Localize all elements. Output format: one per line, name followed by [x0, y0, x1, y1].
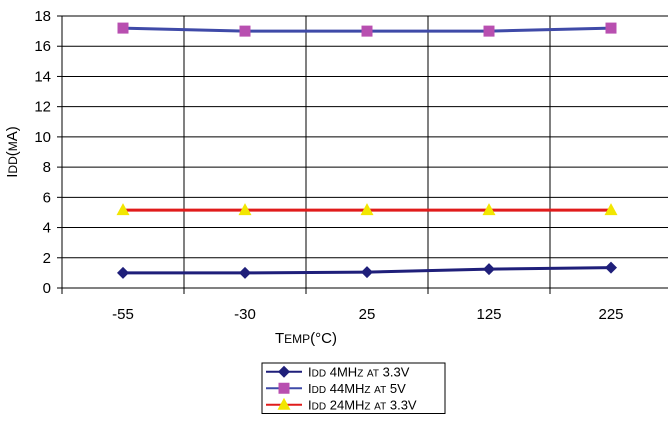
x-tick-label: 25 [359, 306, 376, 323]
y-tick-label: 6 [43, 189, 51, 206]
series-1 [117, 261, 617, 279]
data-point [117, 22, 129, 34]
y-tick-label: 8 [43, 159, 51, 176]
x-tick-label: -30 [234, 306, 256, 323]
data-point [361, 266, 373, 279]
x-axis-title: TEMP(°C) [275, 330, 337, 347]
data-point [605, 22, 617, 34]
legend-entry: IDD 4MHZ AT 3.3V [266, 364, 410, 379]
legend-label: IDD 4MHZ AT 3.3V [308, 364, 410, 379]
legend-label: IDD 24MHZ AT 3.3V [308, 397, 417, 412]
legend-swatch-marker [278, 382, 290, 394]
series-3 [116, 203, 618, 216]
series-2 [117, 22, 617, 37]
x-tick-label: 225 [598, 306, 623, 323]
data-point [483, 263, 495, 276]
data-point [483, 25, 495, 37]
y-tick-label: 12 [34, 99, 51, 116]
y-tick-label: 10 [34, 129, 51, 146]
data-point [361, 25, 373, 37]
data-point [117, 266, 129, 279]
data-point [605, 261, 617, 274]
y-tick-label: 4 [43, 220, 51, 237]
y-tick-labels: 0 2 4 6 8 10 12 14 16 18 [34, 8, 51, 297]
x-tick-labels: -55 -30 25 125 225 [112, 306, 623, 323]
gridlines [61, 15, 668, 294]
x-tick-label: 125 [476, 306, 501, 323]
data-point [604, 203, 618, 216]
y-tick-label: 18 [34, 8, 51, 25]
y-tick-label: 14 [34, 68, 51, 85]
legend-swatch-marker [277, 397, 291, 410]
data-point [239, 25, 251, 37]
data-point [116, 203, 130, 216]
legend-entry: IDD 44MHZ AT 5V [266, 381, 406, 396]
y-tick-label: 0 [43, 280, 51, 297]
legend-entry: IDD 24MHZ AT 3.3V [266, 397, 417, 412]
data-point [482, 203, 496, 216]
data-point [239, 266, 251, 279]
x-tick-label: -55 [112, 306, 134, 323]
y-tick-label: 16 [34, 38, 51, 55]
series-group [116, 22, 618, 279]
y-axis-title: IDD(MA) [4, 126, 21, 178]
legend-swatch-marker [278, 365, 290, 378]
data-point [238, 203, 252, 216]
axes [57, 15, 668, 289]
data-point [360, 203, 374, 216]
y-tick-label: 2 [43, 250, 51, 267]
legend-label: IDD 44MHZ AT 5V [308, 381, 406, 396]
